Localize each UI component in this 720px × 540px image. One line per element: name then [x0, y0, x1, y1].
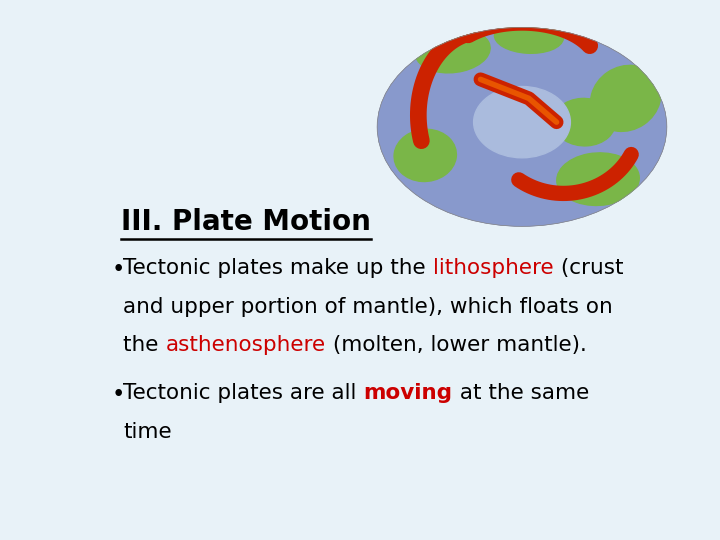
Text: and upper portion of mantle), which floats on: and upper portion of mantle), which floa… [124, 297, 613, 317]
Ellipse shape [394, 129, 456, 181]
Text: lithosphere: lithosphere [433, 258, 554, 278]
Ellipse shape [590, 65, 661, 131]
Text: time: time [124, 422, 172, 442]
Text: (crust: (crust [554, 258, 623, 278]
Ellipse shape [415, 29, 490, 73]
Text: •: • [111, 258, 125, 281]
Text: moving: moving [364, 383, 453, 403]
Ellipse shape [557, 153, 639, 206]
Ellipse shape [474, 86, 570, 158]
Ellipse shape [553, 98, 616, 146]
Text: at the same: at the same [453, 383, 589, 403]
Text: Tectonic plates make up the: Tectonic plates make up the [124, 258, 433, 278]
Circle shape [377, 27, 667, 227]
Ellipse shape [495, 20, 564, 53]
Text: •: • [111, 383, 125, 406]
Text: III. Plate Motion: III. Plate Motion [121, 208, 371, 237]
FancyBboxPatch shape [349, 8, 695, 246]
Text: the: the [124, 335, 166, 355]
Text: asthenosphere: asthenosphere [166, 335, 326, 355]
Text: (molten, lower mantle).: (molten, lower mantle). [326, 335, 587, 355]
Text: Tectonic plates are all: Tectonic plates are all [124, 383, 364, 403]
